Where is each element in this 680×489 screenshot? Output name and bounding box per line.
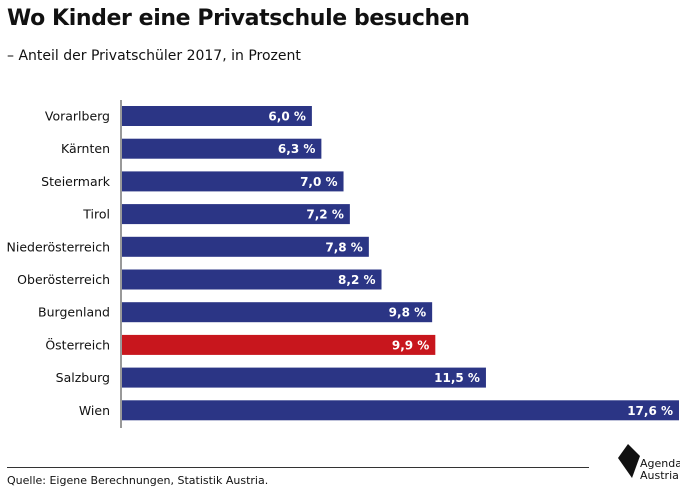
chart-title: Wo Kinder eine Privatschule besuchen bbox=[7, 6, 470, 31]
bar-4 bbox=[122, 236, 369, 257]
bar-9 bbox=[122, 400, 679, 421]
category-label: Oberösterreich bbox=[17, 272, 110, 287]
value-label: 7,8 % bbox=[325, 240, 362, 254]
logo-text-line1: Agenda bbox=[640, 457, 680, 470]
category-label: Niederösterreich bbox=[7, 239, 111, 254]
value-label: 9,9 % bbox=[392, 338, 429, 352]
value-label: 7,0 % bbox=[300, 175, 337, 189]
logo-text-line2: Austria bbox=[640, 469, 679, 482]
category-label: Vorarlberg bbox=[45, 109, 110, 124]
bar-8 bbox=[122, 367, 486, 388]
source-note: Quelle: Eigene Berechnungen, Statistik A… bbox=[7, 474, 269, 487]
category-label: Salzburg bbox=[56, 370, 110, 385]
agenda-austria-logo-icon bbox=[618, 444, 640, 478]
category-label: Steiermark bbox=[41, 174, 111, 189]
chart-subtitle: – Anteil der Privatschüler 2017, in Proz… bbox=[7, 48, 301, 64]
bar-3 bbox=[122, 204, 350, 225]
category-label: Tirol bbox=[82, 207, 110, 222]
bars-group: Vorarlberg 6,0 % Kärnten 6,3 % Steiermark 7,0… bbox=[7, 106, 679, 421]
value-label: 11,5 % bbox=[434, 371, 480, 385]
value-label: 6,0 % bbox=[268, 110, 305, 124]
category-label: Wien bbox=[79, 403, 110, 418]
bar-0 bbox=[122, 106, 312, 126]
bar-1 bbox=[122, 138, 322, 159]
value-label: 8,2 % bbox=[338, 273, 375, 287]
category-label: Burgenland bbox=[38, 305, 110, 320]
value-label: 7,2 % bbox=[306, 208, 343, 222]
footer-divider bbox=[7, 467, 589, 468]
value-label: 17,6 % bbox=[627, 404, 673, 418]
value-label: 9,8 % bbox=[389, 306, 426, 320]
bar-7 bbox=[122, 334, 436, 355]
value-label: 6,3 % bbox=[278, 142, 315, 156]
bar-6 bbox=[122, 302, 433, 323]
bar-5 bbox=[122, 269, 382, 290]
bar-2 bbox=[122, 171, 344, 192]
category-label: Kärnten bbox=[61, 141, 110, 156]
category-label: Österreich bbox=[45, 336, 110, 352]
